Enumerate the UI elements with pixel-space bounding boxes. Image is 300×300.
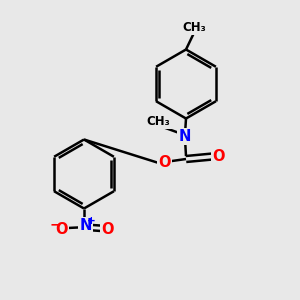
- Text: N: N: [178, 129, 191, 144]
- Text: −: −: [49, 218, 61, 231]
- Text: +: +: [86, 216, 95, 226]
- Text: CH₃: CH₃: [183, 21, 207, 34]
- Text: O: O: [212, 148, 224, 164]
- Text: CH₃: CH₃: [147, 115, 171, 128]
- Text: N: N: [79, 218, 92, 233]
- Text: O: O: [101, 222, 113, 237]
- Text: O: O: [55, 222, 68, 237]
- Text: O: O: [158, 154, 170, 169]
